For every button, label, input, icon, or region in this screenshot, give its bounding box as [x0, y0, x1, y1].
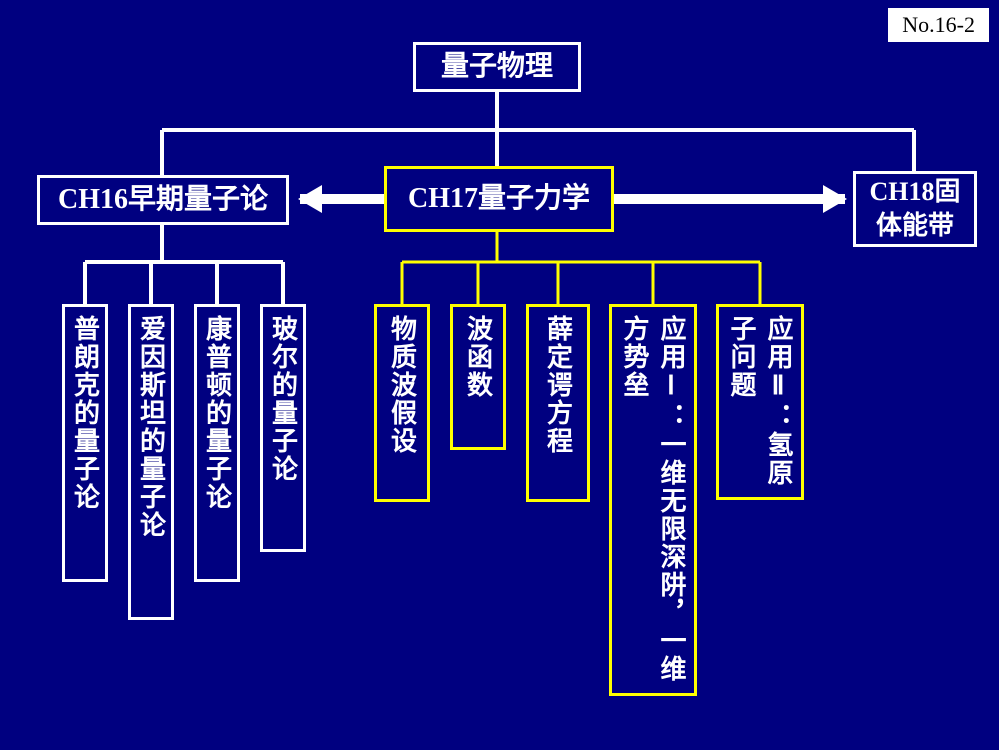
root-node: 量子物理: [413, 42, 581, 92]
page-number-label: No.16-2: [888, 8, 989, 42]
chapter-ch18: CH18固体能带: [853, 171, 977, 247]
ch17-child-application-2: 应用Ⅱ：氢原子问题: [716, 304, 804, 500]
ch17-child-schrodinger: 薛定谔方程: [526, 304, 590, 502]
chapter-ch17: CH17量子力学: [384, 166, 614, 232]
ch16-child-planck: 普朗克的量子论: [62, 304, 108, 582]
chapter-ch16: CH16早期量子论: [37, 175, 289, 225]
ch17-child-wave-function: 波函数: [450, 304, 506, 450]
ch16-child-bohr: 玻尔的量子论: [260, 304, 306, 552]
ch17-child-matter-wave: 物质波假设: [374, 304, 430, 502]
ch17-child-application-1: 应用Ⅰ：一维无限深阱，一维方势垒: [609, 304, 697, 696]
ch16-child-einstein: 爱因斯坦的量子论: [128, 304, 174, 620]
ch16-child-compton: 康普顿的量子论: [194, 304, 240, 582]
